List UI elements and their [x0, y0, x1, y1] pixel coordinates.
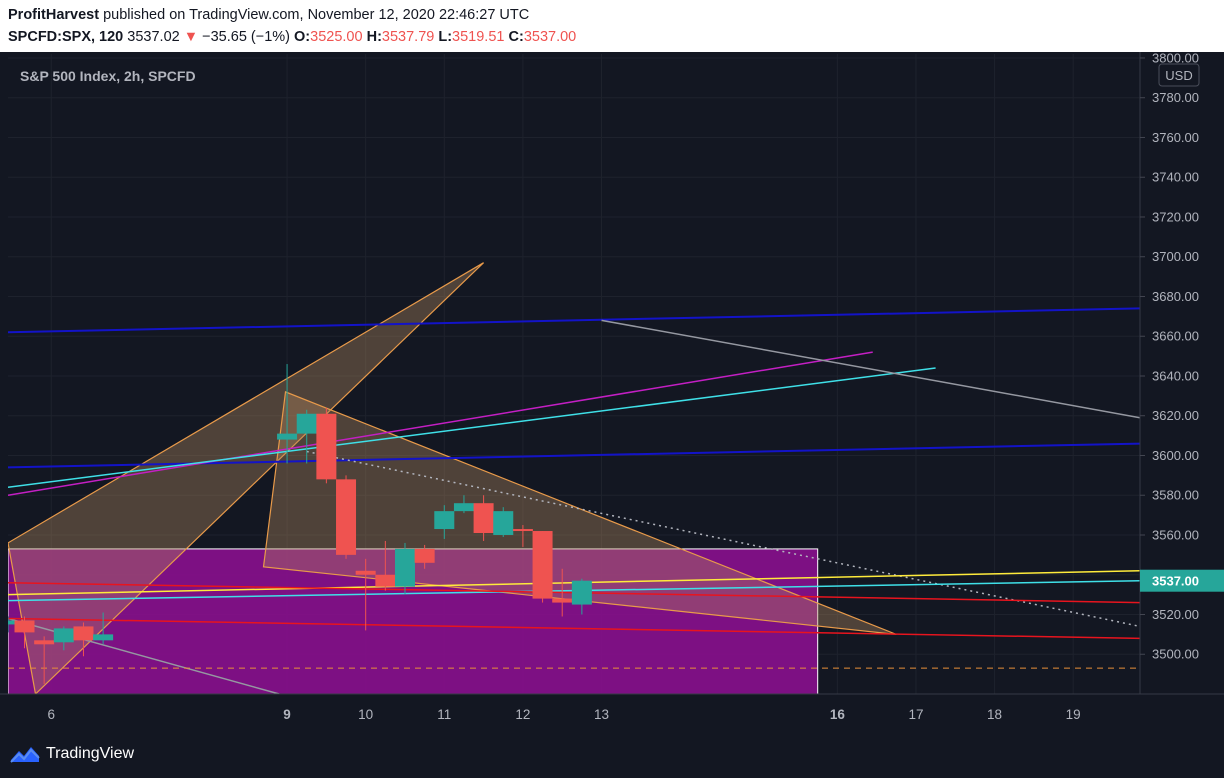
author-name[interactable]: ProfitHarvest — [8, 7, 100, 23]
tradingview-brand[interactable]: TradingView — [10, 744, 134, 764]
candle-body[interactable] — [93, 634, 114, 641]
price-tick-label: 3640.00 — [1152, 368, 1199, 383]
time-tick-label: 16 — [830, 707, 846, 722]
dotted-trend[interactable] — [306, 450, 1140, 628]
candle-body[interactable] — [532, 531, 553, 599]
time-tick-label: 17 — [908, 707, 923, 722]
cyan-trend[interactable] — [8, 367, 936, 489]
tradingview-brand-text: TradingView — [46, 745, 135, 762]
time-tick-label: 6 — [47, 707, 55, 722]
candle-body[interactable] — [296, 413, 317, 434]
down-arrow-icon: ▼ — [183, 29, 199, 45]
candle-body[interactable] — [14, 620, 35, 633]
price-tick-label: 3680.00 — [1152, 289, 1199, 304]
low-value: 3519.51 — [452, 29, 505, 45]
ohlc-line: SPCFD:SPX, 120 3537.02 ▼ −35.65 (−1%) O:… — [8, 29, 576, 45]
open-label: O: — [294, 29, 311, 45]
candle-body[interactable] — [571, 580, 592, 605]
candle-body[interactable] — [336, 479, 357, 555]
currency-badge[interactable] — [1158, 63, 1200, 87]
candle-body[interactable] — [0, 620, 18, 625]
time-tick-label: 12 — [515, 707, 530, 722]
high-value: 3537.79 — [381, 29, 435, 45]
candle-body[interactable] — [414, 548, 435, 563]
price-tick-label: 3800.00 — [1152, 52, 1199, 65]
candle-body[interactable] — [512, 529, 533, 532]
price-change: −35.65 (−1%) — [202, 29, 290, 45]
tradingview-logo-icon — [10, 747, 40, 763]
price-tick-label: 3580.00 — [1152, 488, 1199, 503]
time-tick-label: 9 — [283, 707, 291, 722]
last-price: 3537.02 — [127, 29, 180, 45]
candle-layer — [0, 364, 592, 685]
chart-area[interactable]: 3500.003520.003540.003560.003580.003600.… — [0, 50, 1224, 734]
candle-body[interactable] — [375, 574, 396, 587]
open-value: 3525.00 — [310, 29, 363, 45]
current-price-badge — [1140, 569, 1224, 592]
high-label: H: — [366, 29, 382, 45]
candle-body[interactable] — [53, 628, 74, 643]
magenta-trend[interactable] — [8, 351, 873, 496]
candle-body[interactable] — [552, 598, 573, 603]
axis-layer: 3500.003520.003540.003560.003580.003600.… — [0, 50, 1224, 722]
price-tick-label: 3760.00 — [1152, 130, 1199, 145]
close-label: C: — [508, 29, 524, 45]
price-tick-label: 3560.00 — [1152, 527, 1199, 542]
gray-downtrend[interactable] — [601, 319, 1140, 419]
candle-body[interactable] — [277, 433, 298, 440]
price-tick-label: 3520.00 — [1152, 607, 1199, 622]
price-tick-label: 3500.00 — [1152, 647, 1199, 662]
symbol-label: SPCFD:SPX, 120 — [8, 29, 124, 45]
candle-body[interactable] — [434, 511, 455, 530]
red-lower-line[interactable] — [8, 617, 1140, 640]
price-tick-label: 3620.00 — [1152, 408, 1199, 423]
candle-body[interactable] — [453, 503, 474, 512]
time-tick-label: 18 — [987, 707, 1002, 722]
time-tick-label: 11 — [437, 707, 451, 722]
price-tick-label: 3780.00 — [1152, 90, 1199, 105]
time-tick-label: 13 — [594, 707, 609, 722]
time-tick-label: 19 — [1066, 707, 1081, 722]
candle-body[interactable] — [394, 548, 415, 587]
publish-line: ProfitHarvest published on TradingView.c… — [8, 7, 529, 23]
publish-info: published on TradingView.com, November 1… — [103, 7, 530, 23]
candle-body[interactable] — [316, 413, 337, 480]
candle-body[interactable] — [355, 570, 376, 575]
price-tick-label: 3600.00 — [1152, 448, 1199, 463]
chart-header: ProfitHarvest published on TradingView.c… — [0, 0, 1224, 52]
candle-body[interactable] — [34, 640, 55, 645]
zone-layer — [8, 262, 897, 694]
gray-lower-line[interactable] — [8, 617, 280, 694]
low-label: L: — [438, 29, 453, 45]
price-tick-label: 3720.00 — [1152, 209, 1199, 224]
price-tick-label: 3740.00 — [1152, 170, 1199, 185]
candle-body[interactable] — [493, 511, 514, 535]
chart-title: S&P 500 Index, 2h, SPCFD — [20, 68, 196, 84]
currency-label: USD — [1165, 68, 1192, 83]
candle-body[interactable] — [473, 503, 494, 534]
close-value: 3537.00 — [523, 29, 577, 45]
candle-body[interactable] — [73, 626, 94, 641]
blue-upper-channel[interactable] — [8, 307, 1140, 334]
time-tick-label: 10 — [358, 707, 373, 722]
current-price-label: 3537.00 — [1152, 574, 1199, 589]
footer: TradingView — [0, 734, 1224, 778]
price-tick-label: 3700.00 — [1152, 249, 1199, 264]
price-tick-label: 3660.00 — [1152, 329, 1199, 344]
chart-canvas[interactable]: 3500.003520.003540.003560.003580.003600.… — [0, 50, 1224, 734]
